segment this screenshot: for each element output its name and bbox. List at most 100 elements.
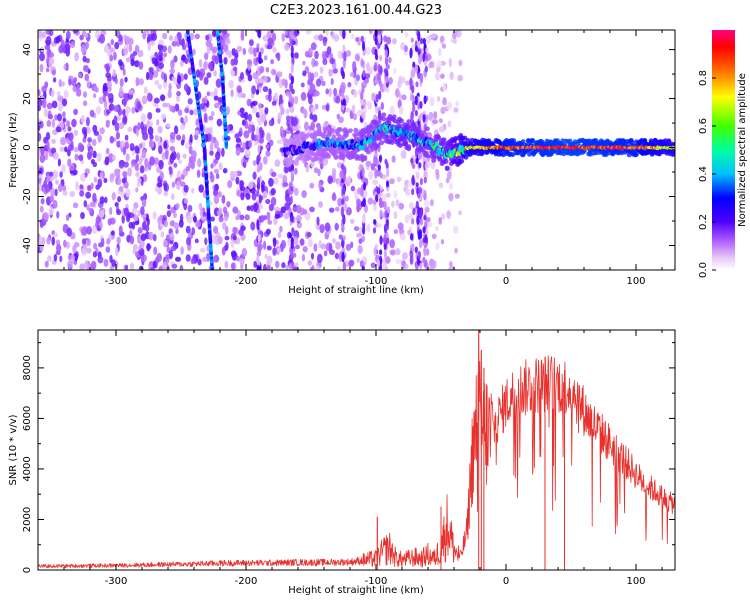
spectrogram-cell [453, 38, 457, 44]
spectrogram-cell [132, 244, 138, 251]
spectrogram-heatmap [38, 30, 675, 270]
spectrogram-cell [263, 76, 268, 83]
spectrogram-cell [326, 154, 332, 159]
spectrogram-cell [378, 30, 382, 35]
spectrogram-cell [211, 235, 218, 245]
spectrogram-cell [236, 170, 243, 177]
spectrogram-cell [423, 200, 430, 208]
spectrogram-cell [225, 241, 229, 251]
spectrogram-cell [351, 104, 356, 114]
spectrogram-cell [362, 213, 366, 224]
spectrogram-cell [395, 248, 401, 256]
spectrogram-cell [44, 81, 49, 89]
spectrogram-cell [384, 209, 388, 219]
spectrogram-cell [163, 52, 168, 58]
spectrogram-cell [212, 225, 218, 234]
spectrogram-cell [214, 88, 218, 96]
spectrogram-cell [331, 167, 337, 178]
spectrogram-cell [117, 107, 123, 117]
spectrogram-cell [393, 67, 397, 74]
spectrogram-cell [85, 247, 92, 254]
spectrogram-cell [295, 130, 301, 136]
spectrogram-cell [236, 237, 241, 245]
spectrogram-cell [188, 161, 193, 169]
spectrogram-cell [239, 257, 245, 266]
spectrogram-cell [373, 199, 377, 206]
spectrogram-cell [443, 159, 449, 164]
spectrogram-cell [435, 242, 440, 251]
spectrogram-cell [284, 143, 290, 149]
spectrogram-cell [277, 231, 282, 239]
spectrogram-cell [425, 216, 431, 223]
spectrogram-cell [62, 190, 68, 196]
spectrogram-cell [228, 79, 234, 89]
spectrogram-cell [248, 140, 253, 148]
spectrogram-cell [116, 140, 122, 148]
spectrogram-cell [92, 251, 97, 258]
spectrogram-cell [419, 211, 423, 218]
spectrogram-cell [38, 150, 41, 158]
spectrogram-cell [174, 35, 178, 43]
spectrogram-cell [345, 243, 352, 251]
spectrogram-cell [422, 37, 426, 45]
spectrogram-cell [671, 151, 675, 156]
spectrogram-cell [257, 177, 261, 189]
spectrogram-cell [80, 212, 85, 220]
spectrogram-cell [337, 50, 343, 59]
spectrogram-cell [245, 192, 251, 200]
spectrogram-cell [162, 261, 168, 270]
spectrogram-cell [146, 92, 152, 102]
spectrogram-cell [277, 173, 284, 179]
spectrogram-cell [131, 221, 136, 230]
spectrogram-cell [125, 188, 131, 198]
spectrogram-cell [342, 261, 346, 270]
spectrogram-cell [419, 52, 423, 63]
spectrogram-cell [392, 38, 397, 45]
spectrogram-cell [191, 187, 195, 194]
spectrogram-cell [389, 239, 396, 249]
spectrogram-cell [129, 235, 135, 245]
spectrogram-cell [176, 90, 181, 97]
spectrogram-cell [331, 193, 337, 202]
spectrogram-cell [454, 247, 458, 254]
y-tick-label: 4000 [22, 456, 33, 481]
spectrogram-cell [284, 193, 290, 203]
spectrogram-cell [57, 94, 63, 103]
spectrogram-cell [343, 166, 347, 177]
spectrogram-cell [107, 218, 112, 226]
spectrogram-cell [435, 225, 439, 232]
spectrogram-cell [144, 30, 150, 36]
spectrogram-cell [110, 39, 115, 46]
spectrogram-cell [381, 258, 387, 266]
spectrogram-cell [191, 227, 195, 236]
spectrogram-cell [343, 175, 347, 182]
spectrogram-cell [73, 108, 78, 116]
spectrogram-cell [274, 213, 281, 219]
spectrogram-cell [239, 180, 245, 188]
spectrogram-cell [231, 251, 238, 261]
spectrogram-cell [438, 48, 442, 56]
spectrogram-cell [411, 218, 415, 225]
spectrogram-cell [258, 57, 262, 65]
spectrogram-cell [268, 177, 274, 187]
spectrogram-cell [258, 194, 262, 204]
spectrogram-cell [95, 184, 101, 190]
spectrogram-cell [406, 144, 412, 149]
spectrogram-cell [321, 80, 326, 87]
spectrogram-cell [39, 52, 45, 62]
spectrogram-cell [433, 111, 438, 120]
spectrogram-cell [81, 238, 87, 245]
spectrogram-cell [357, 244, 362, 255]
spectrogram-cell [416, 215, 420, 225]
x-tick-label: 0 [503, 576, 509, 587]
spectrogram-cell [350, 71, 355, 78]
spectrogram-cell [310, 252, 315, 260]
spectrogram-cell [256, 264, 260, 270]
spectrogram-cell [102, 82, 108, 92]
spectrogram-cell [203, 76, 209, 85]
spectrogram-cell [215, 151, 221, 161]
spectrogram-cell [244, 149, 251, 159]
spectrogram-cell [295, 204, 302, 214]
